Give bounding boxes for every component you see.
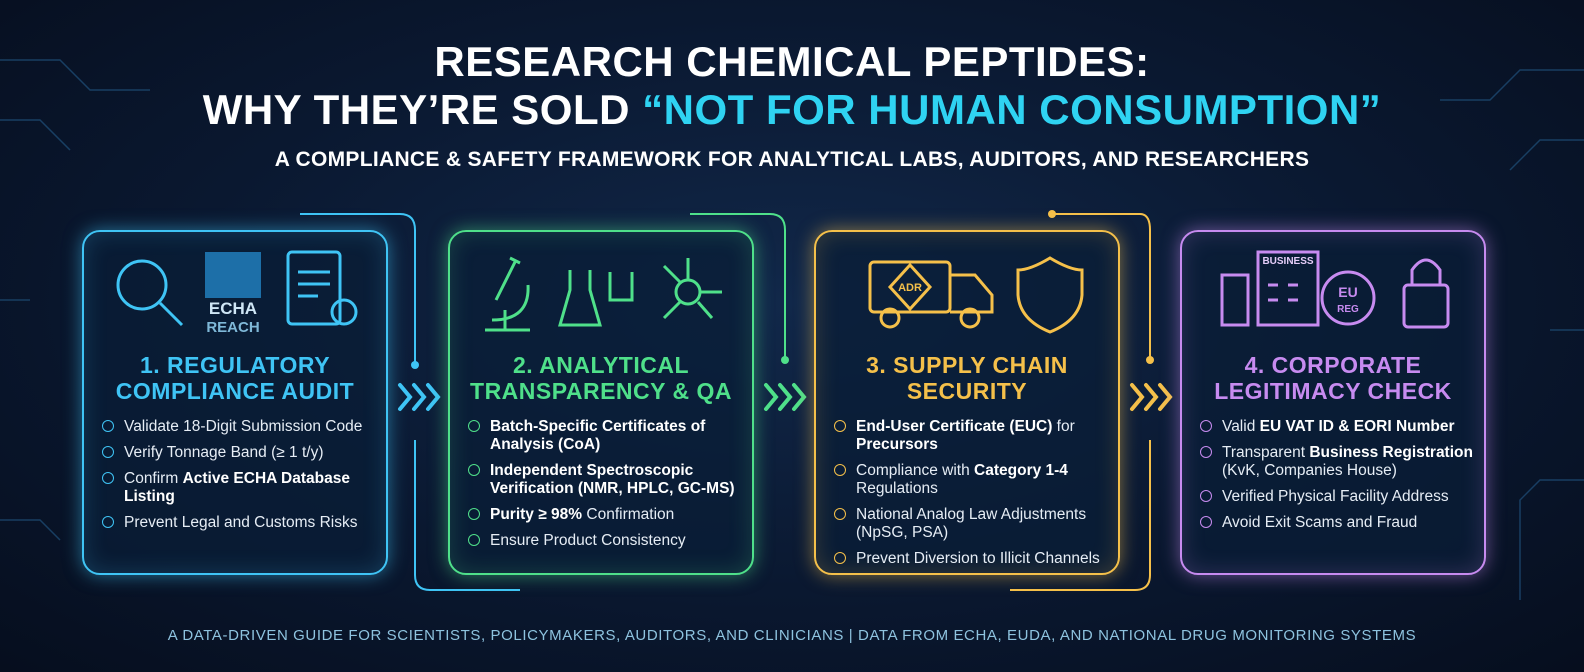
card-title-line: COMPLIANCE AUDIT — [115, 378, 355, 404]
bullet-text: Category 1-4 — [974, 462, 1068, 479]
bullet-list: Validate 18-Digit Submission Code Verify … — [102, 418, 376, 540]
card: 2. ANALYTICAL TRANSPARENCY & QA Batch-Spec… — [448, 230, 754, 575]
icon-label: REG — [1337, 304, 1359, 315]
bullet-icon — [834, 464, 846, 476]
bullet-text: Confirm — [124, 470, 183, 487]
bullet-icon — [1200, 446, 1212, 458]
bullet-icon — [468, 420, 480, 432]
bullet: Independent Spectroscopic Verification (… — [468, 462, 742, 498]
card: 4. CORPORATE LEGITIMACY CHECK Valid EU VAT… — [1180, 230, 1486, 575]
bullet-text: Verified Physical Facility Address — [1222, 488, 1449, 505]
card-title: 4. CORPORATE LEGITIMACY CHECK — [1182, 352, 1484, 404]
bullet-icon — [834, 420, 846, 432]
bullet-text: Business Registration — [1309, 444, 1473, 461]
bullet-list: Valid EU VAT ID & EORI Number Transparent… — [1200, 418, 1474, 540]
bullet-text: Confirmation — [582, 506, 675, 523]
bullet-text: Valid — [1222, 418, 1260, 435]
bullet-text: EU VAT ID & EORI Number — [1259, 418, 1455, 435]
bullet: Confirm Active ECHA Database Listing — [102, 470, 376, 506]
card-title-line: 1. REGULATORY — [139, 352, 331, 378]
bullet: Purity ≥ 98% Confirmation — [468, 506, 742, 524]
bullet: Ensure Product Consistency — [468, 532, 742, 550]
bullet: National Analog Law Adjustments (NpSG, P… — [834, 506, 1108, 542]
bullet-text: for — [1052, 418, 1075, 435]
bullet: Verify Tonnage Band (≥ 1 t/y) — [102, 444, 376, 462]
bullet-text: Transparent — [1222, 444, 1310, 461]
bullet-icon — [1200, 490, 1212, 502]
bullet-text: End-User Certificate (EUC) — [856, 418, 1053, 435]
bullet-text: National Analog Law Adjustments (NpSG, P… — [856, 506, 1087, 541]
bullet-icon — [834, 552, 846, 564]
card-title-line: SECURITY — [906, 378, 1028, 404]
title-text: WHY THEY’RE SOLD — [202, 86, 630, 133]
bullet-text: Purity ≥ 98% — [490, 506, 583, 523]
bullet-icon — [468, 464, 480, 476]
bullet-text: Batch-Specific Certificates of Analysis … — [490, 418, 706, 453]
bullet-text: Precursors — [856, 436, 938, 453]
bullet-icon — [102, 420, 114, 432]
card-title: 3. SUPPLY CHAIN SECURITY — [816, 352, 1118, 404]
bullet-text: Compliance with — [856, 462, 975, 479]
footer: A DATA-DRIVEN GUIDE FOR SCIENTISTS, POLI… — [167, 627, 1417, 644]
bullet-icon — [1200, 516, 1212, 528]
bullet-text: Prevent Legal and Customs Risks — [124, 514, 358, 531]
bullet-list: End-User Certificate (EUC) for Precursor… — [834, 418, 1108, 576]
bullet: Avoid Exit Scams and Fraud — [1200, 514, 1474, 532]
bullet-text: Ensure Product Consistency — [490, 532, 686, 549]
icon-label: EU — [1338, 284, 1357, 300]
bullet: Valid EU VAT ID & EORI Number — [1200, 418, 1474, 436]
bullet: Verified Physical Facility Address — [1200, 488, 1474, 506]
title-line: RESEARCH CHEMICAL PEPTIDES: — [434, 38, 1150, 85]
bullet-text: Regulations — [856, 480, 938, 497]
icon-label: ADR — [898, 282, 922, 294]
bullet-icon — [102, 446, 114, 458]
card-title-line: TRANSPARENCY & QA — [470, 378, 732, 404]
card-title-line: 3. SUPPLY CHAIN — [866, 352, 1068, 378]
bullet-icon — [468, 508, 480, 520]
card-title-line: 4. CORPORATE — [1244, 352, 1422, 378]
bullet-text: Verify Tonnage Band (≥ 1 t/y) — [124, 444, 324, 461]
bullet-text: Prevent Diversion to Illicit Channels — [856, 550, 1100, 567]
bullet-text: (KvK, Companies House) — [1222, 462, 1397, 479]
bullet-icon — [102, 516, 114, 528]
bullet: Validate 18-Digit Submission Code — [102, 418, 376, 436]
bullet-icon — [834, 508, 846, 520]
title-highlight: “NOT FOR HUMAN CONSUMPTION” — [642, 86, 1382, 133]
bullet-icon — [102, 472, 114, 484]
bullet-list: Batch-Specific Certificates of Analysis … — [468, 418, 742, 558]
bullet: Compliance with Category 1-4 Regulations — [834, 462, 1108, 498]
bullet-icon — [468, 534, 480, 546]
icon-label: ECHA — [209, 299, 257, 318]
card-title-line: 2. ANALYTICAL — [512, 352, 690, 378]
card: 1. REGULATORY COMPLIANCE AUDIT Validate 18… — [82, 230, 388, 575]
bullet: Batch-Specific Certificates of Analysis … — [468, 418, 742, 454]
card: 3. SUPPLY CHAIN SECURITY End-User Certific… — [814, 230, 1120, 575]
title-line: WHY THEY’RE SOLD “NOT FOR HUMAN CONSUMPT… — [0, 86, 1584, 134]
bullet-text: Active ECHA Database Listing — [124, 470, 350, 505]
icon-label: REACH — [206, 319, 259, 336]
bullet-icon — [1200, 420, 1212, 432]
bullet: Prevent Diversion to Illicit Channels — [834, 550, 1108, 568]
bullet-text: Independent Spectroscopic Verification (… — [490, 462, 735, 497]
card-title: 2. ANALYTICAL TRANSPARENCY & QA — [450, 352, 752, 404]
bullet-text: Avoid Exit Scams and Fraud — [1222, 514, 1418, 531]
card-title-line: LEGITIMACY CHECK — [1214, 378, 1452, 404]
subtitle: A COMPLIANCE & SAFETY FRAMEWORK FOR ANAL… — [274, 148, 1310, 171]
card-title: 1. REGULATORY COMPLIANCE AUDIT — [84, 352, 386, 404]
icon-label: BUSINESS — [1262, 256, 1313, 267]
bullet: End-User Certificate (EUC) for Precursor… — [834, 418, 1108, 454]
bullet: Prevent Legal and Customs Risks — [102, 514, 376, 532]
bullet-text: Validate 18-Digit Submission Code — [124, 418, 363, 435]
bullet: Transparent Business Registration (KvK, … — [1200, 444, 1474, 480]
